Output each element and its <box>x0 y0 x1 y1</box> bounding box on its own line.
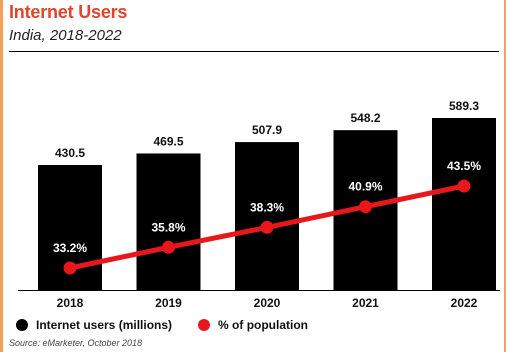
x-tick-label-2019: 2019 <box>155 296 182 310</box>
source-note: Source: eMarketer, October 2018 <box>9 338 143 348</box>
title-rule <box>9 51 499 52</box>
x-tick-label-2021: 2021 <box>352 296 379 310</box>
bar-value-label-2022: 589.3 <box>449 99 479 113</box>
legend-item-users: Internet users (millions) <box>16 318 172 332</box>
bar-2020 <box>235 142 299 290</box>
bar-2022 <box>432 118 496 290</box>
bar-value-label-2019: 469.5 <box>153 134 183 148</box>
population-label-2018: 33.2% <box>53 241 87 255</box>
population-point-2018 <box>63 261 77 275</box>
population-label-2022: 43.5% <box>447 159 481 173</box>
x-tick-label-2020: 2020 <box>254 296 281 310</box>
bar-2019 <box>136 153 201 290</box>
chart-title: Internet Users <box>9 2 128 22</box>
x-tick-label-2022: 2022 <box>451 296 478 310</box>
legend-bar-swatch <box>16 319 28 331</box>
population-label-2021: 40.9% <box>348 180 382 194</box>
bar-value-label-2020: 507.9 <box>252 123 282 137</box>
legend-line-swatch <box>198 319 211 331</box>
legend-bar-label: Internet users (millions) <box>36 318 173 332</box>
population-point-2020 <box>260 220 274 234</box>
legend-line-label: % of population <box>218 318 309 332</box>
bar-value-label-2018: 430.5 <box>55 146 85 160</box>
population-label-2019: 35.8% <box>151 220 185 234</box>
chart-subtitle: India, 2018-2022 <box>9 27 122 44</box>
legend: Internet users (millions) % of populatio… <box>16 318 334 332</box>
x-tick-label-2018: 2018 <box>57 296 84 310</box>
population-point-2019 <box>162 240 175 254</box>
bar-value-label-2021: 548.2 <box>350 111 380 125</box>
population-label-2020: 38.3% <box>250 200 284 214</box>
population-point-2021 <box>359 200 372 214</box>
population-point-2022 <box>457 179 471 193</box>
legend-item-population: % of population <box>198 318 308 332</box>
